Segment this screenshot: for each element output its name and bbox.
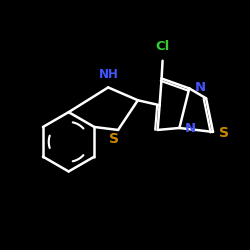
Text: S: S (219, 126, 229, 140)
Text: S: S (109, 132, 119, 146)
Text: N: N (184, 122, 196, 136)
Text: N: N (195, 81, 206, 94)
Text: Cl: Cl (156, 40, 170, 53)
Text: NH: NH (99, 68, 119, 80)
